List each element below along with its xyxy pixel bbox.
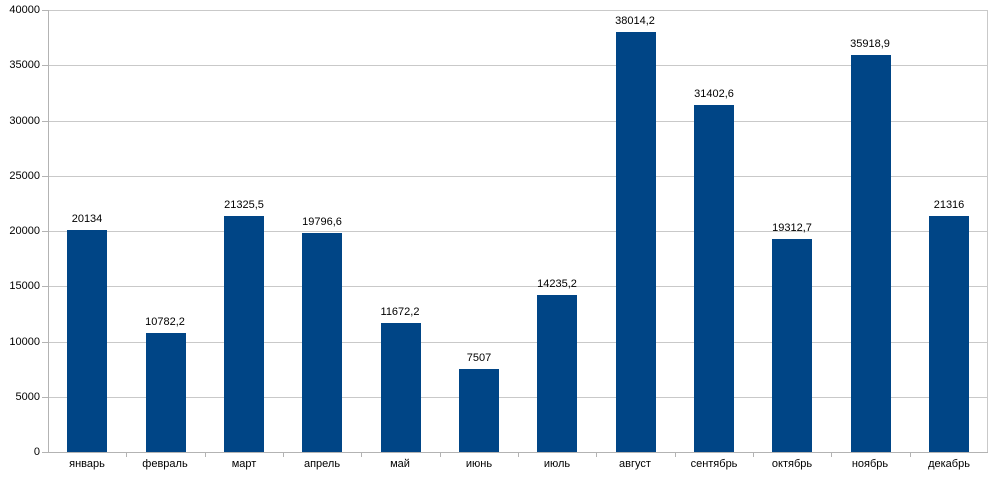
bar (459, 369, 499, 452)
x-axis-tick-label: июнь (465, 458, 493, 470)
h-gridline (49, 176, 988, 177)
x-axis-tick-label: ноябрь (851, 458, 889, 470)
bar-value-label: 38014,2 (615, 15, 655, 27)
x-axis-tick-label: апрель (303, 458, 341, 470)
x-axis-tick (753, 453, 754, 457)
y-axis-tick-label: 40000 (9, 4, 40, 16)
x-axis-tick (675, 453, 676, 457)
h-gridline (49, 342, 988, 343)
x-axis-tick-label: февраль (142, 458, 188, 470)
bar (146, 333, 186, 452)
y-axis-tick-label: 0 (33, 446, 40, 458)
y-axis-tick (42, 121, 48, 122)
bar (67, 230, 107, 452)
y-axis-tick (42, 10, 48, 11)
x-axis-tick (283, 453, 284, 457)
x-axis-tick (518, 453, 519, 457)
y-axis-tick (42, 65, 48, 66)
bar-value-label: 21316 (933, 199, 965, 211)
h-gridline (49, 65, 988, 66)
x-axis-tick (831, 453, 832, 457)
bar-value-label: 19312,7 (772, 222, 812, 234)
bar-value-label: 11672,2 (380, 306, 420, 318)
bar-value-label: 20134 (71, 213, 103, 225)
y-axis-tick-label: 35000 (9, 59, 40, 71)
bar (694, 105, 734, 452)
y-axis-tick (42, 176, 48, 177)
y-axis-tick-label: 30000 (9, 115, 40, 127)
x-axis-tick-label: август (619, 458, 651, 470)
bar (772, 239, 812, 452)
bar (224, 216, 264, 452)
x-axis-tick (361, 453, 362, 457)
h-gridline (49, 231, 988, 232)
x-axis-tick-label: май (390, 458, 410, 470)
x-axis-tick (126, 453, 127, 457)
y-axis-tick (42, 452, 48, 453)
y-axis-tick (42, 286, 48, 287)
bar-value-label: 14235,2 (537, 278, 577, 290)
x-axis-tick (440, 453, 441, 457)
x-axis-tick-label: январь (69, 458, 105, 470)
bar-value-label: 35918,9 (850, 38, 890, 50)
x-axis-tick-label: март (231, 458, 257, 470)
x-axis-tick-label: октябрь (771, 458, 813, 470)
bar (851, 55, 891, 452)
plot-border-top (48, 10, 988, 11)
y-axis-tick-label: 25000 (9, 170, 40, 182)
bar-value-label: 31402,6 (694, 88, 734, 100)
y-axis-tick (42, 397, 48, 398)
y-axis-tick-label: 5000 (15, 391, 40, 403)
x-axis-tick (205, 453, 206, 457)
x-axis-tick-label: декабрь (928, 458, 970, 470)
y-axis-tick (42, 342, 48, 343)
y-axis-tick-label: 10000 (9, 336, 40, 348)
h-gridline (49, 286, 988, 287)
y-axis-line (48, 10, 49, 453)
bar (302, 233, 342, 452)
bar-value-label: 19796,6 (302, 216, 342, 228)
bar (381, 323, 421, 452)
bar (616, 32, 656, 452)
x-axis-tick-label: сентябрь (690, 458, 738, 470)
h-gridline (49, 121, 988, 122)
x-axis-line (48, 452, 988, 453)
bar-value-label: 10782,2 (145, 316, 185, 328)
y-axis-tick-label: 15000 (9, 280, 40, 292)
y-axis-tick (42, 231, 48, 232)
x-axis-tick (596, 453, 597, 457)
bar-value-label: 21325,5 (224, 199, 264, 211)
bar-value-label: 7507 (466, 352, 492, 364)
bar (537, 295, 577, 452)
h-gridline (49, 397, 988, 398)
y-axis-tick-label: 20000 (9, 225, 40, 237)
x-axis-tick-label: июль (543, 458, 571, 470)
bar (929, 216, 969, 452)
x-axis-tick (910, 453, 911, 457)
